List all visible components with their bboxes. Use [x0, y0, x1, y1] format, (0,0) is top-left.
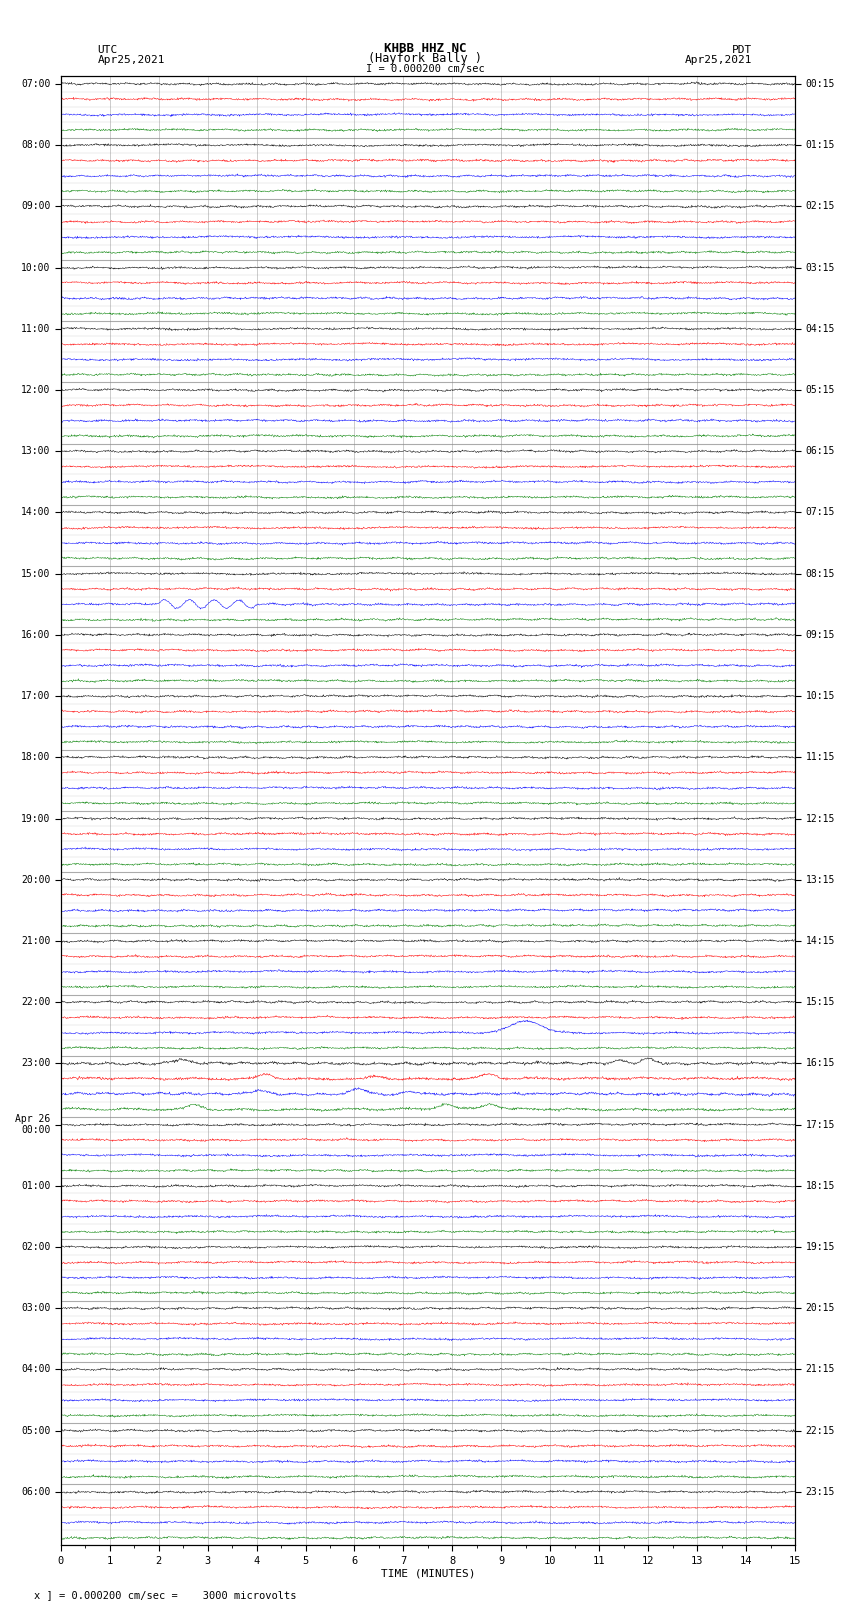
Text: Apr25,2021: Apr25,2021: [98, 55, 165, 65]
Text: x ] = 0.000200 cm/sec =    3000 microvolts: x ] = 0.000200 cm/sec = 3000 microvolts: [34, 1590, 297, 1600]
Text: (Hayfork Bally ): (Hayfork Bally ): [368, 52, 482, 65]
Text: KHBB HHZ NC: KHBB HHZ NC: [383, 42, 467, 55]
Text: Apr25,2021: Apr25,2021: [685, 55, 752, 65]
Text: PDT: PDT: [732, 45, 752, 55]
X-axis label: TIME (MINUTES): TIME (MINUTES): [381, 1569, 475, 1579]
Text: I = 0.000200 cm/sec: I = 0.000200 cm/sec: [366, 65, 484, 74]
Text: UTC: UTC: [98, 45, 118, 55]
